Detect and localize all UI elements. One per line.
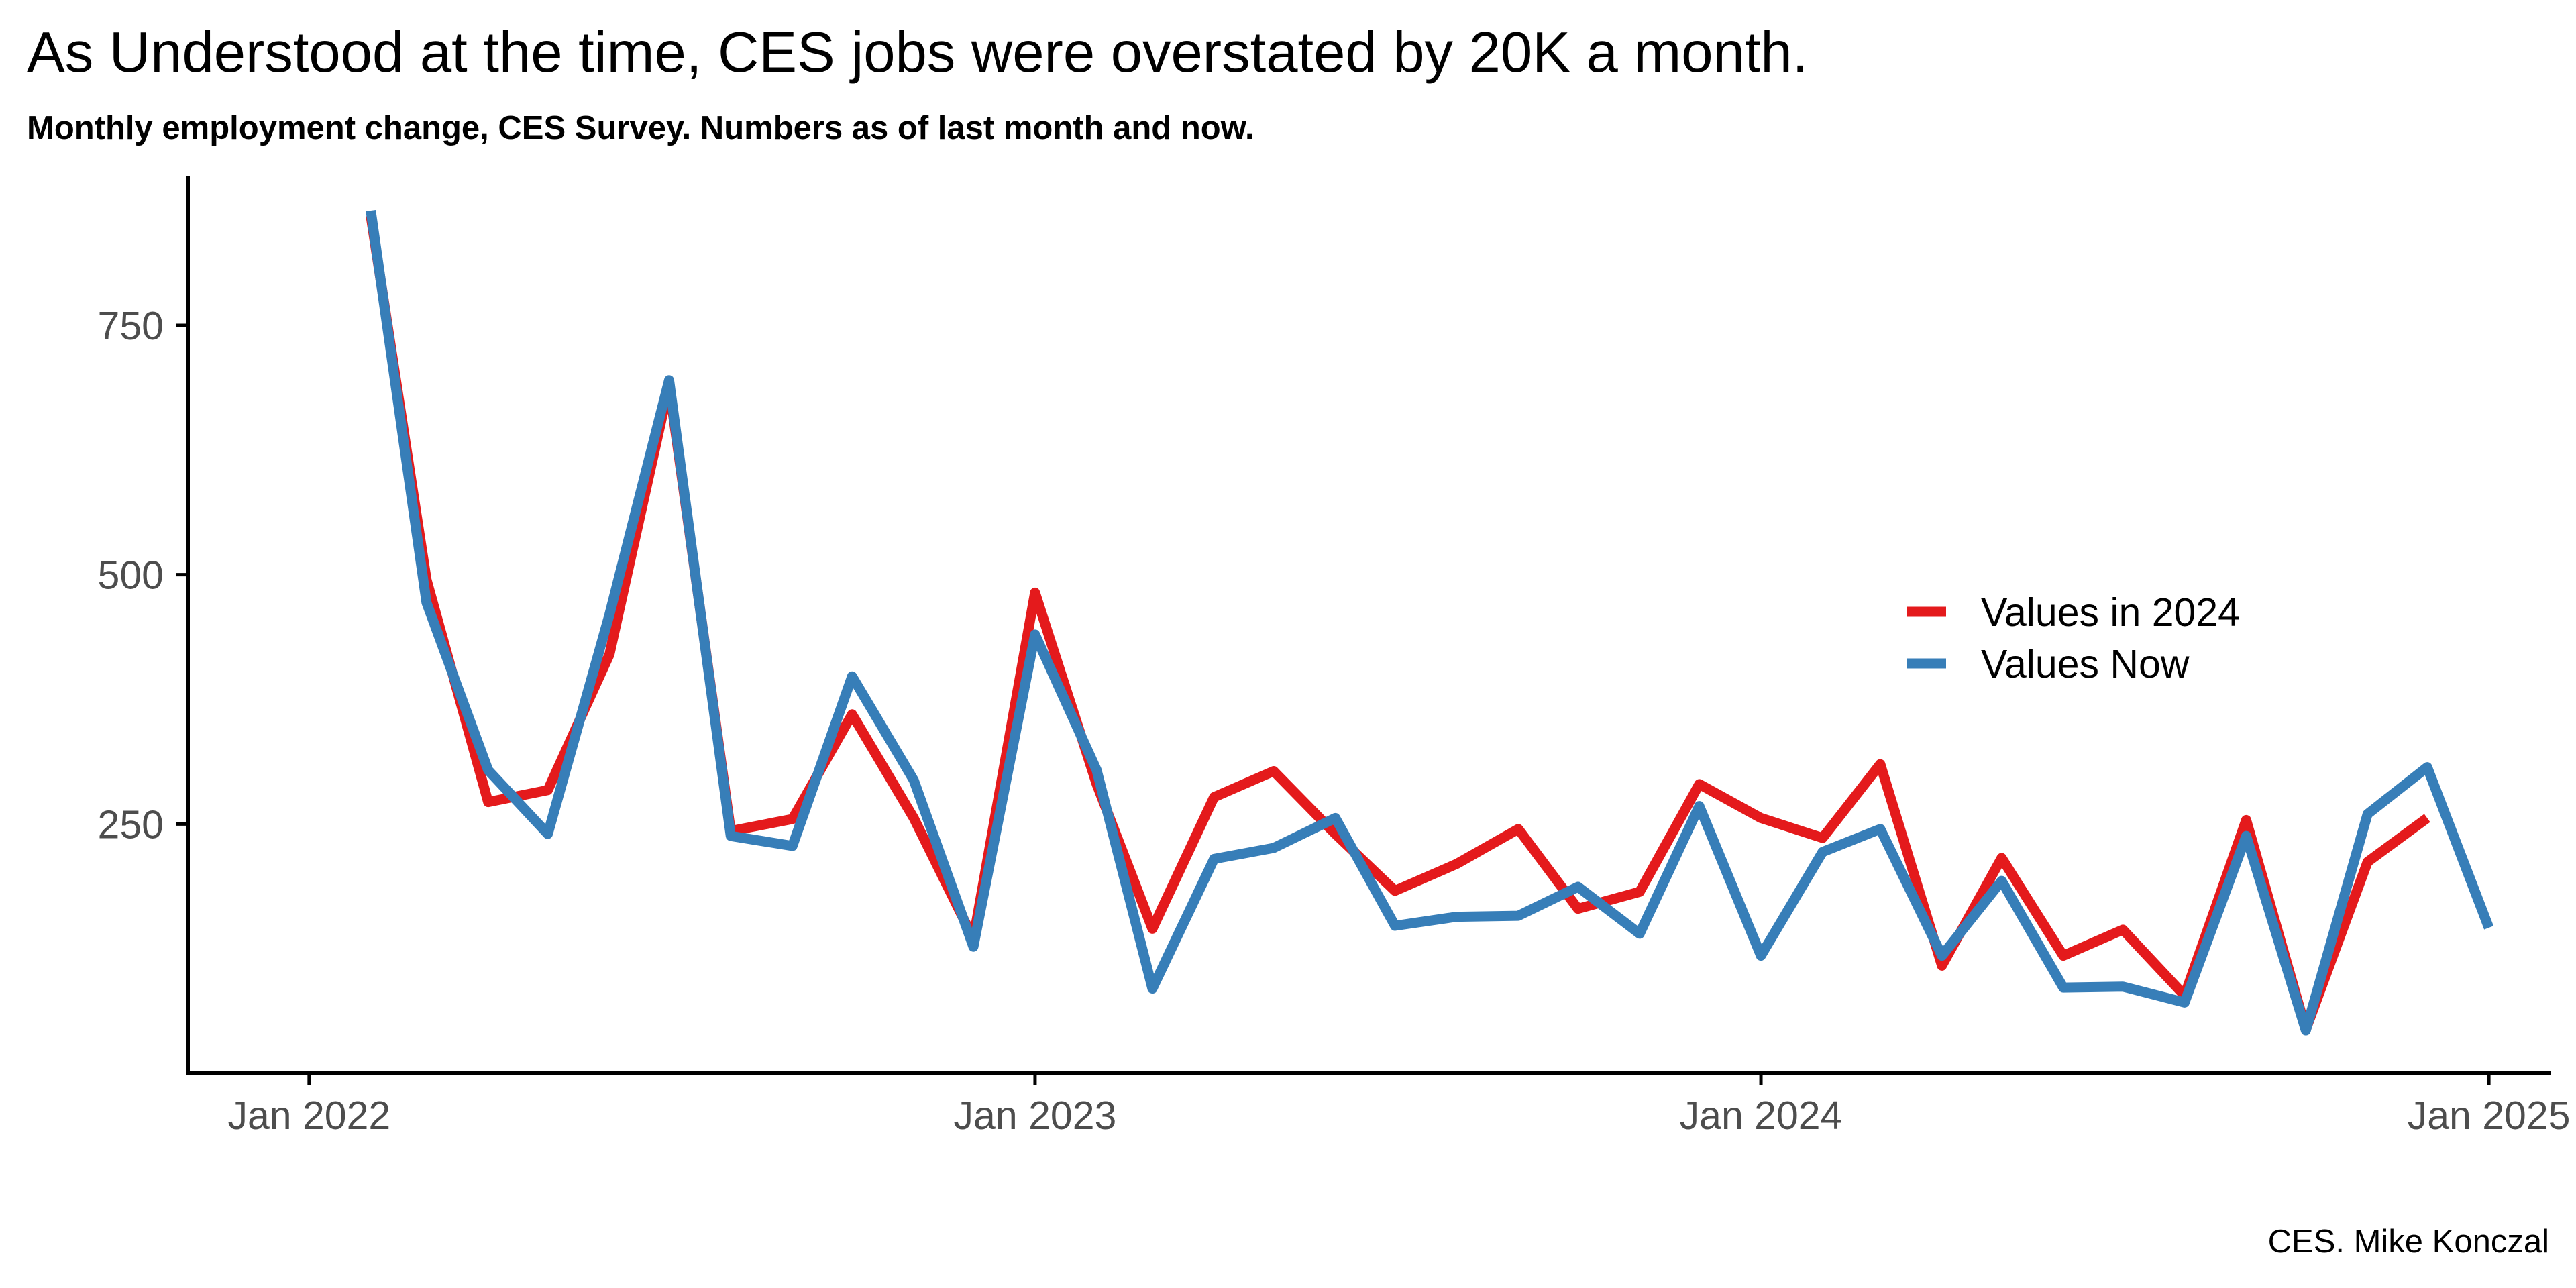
legend: Values in 2024 Values Now bbox=[1907, 590, 2240, 686]
chart-subtitle: Monthly employment change, CES Survey. N… bbox=[27, 110, 1254, 146]
legend-label-values-now: Values Now bbox=[1981, 642, 2190, 686]
x-tick-label: Jan 2022 bbox=[227, 1093, 390, 1138]
x-tick-label: Jan 2023 bbox=[954, 1093, 1117, 1138]
chart-title: As Understood at the time, CES jobs were… bbox=[27, 21, 1808, 85]
x-axis-ticks: Jan 2022 Jan 2023 Jan 2024 Jan 2025 bbox=[227, 1073, 2570, 1138]
y-tick-label: 250 bbox=[98, 802, 164, 847]
series-line-values-now bbox=[366, 209, 2494, 1036]
legend-label-values-in-2024: Values in 2024 bbox=[1981, 590, 2240, 635]
x-tick-label: Jan 2024 bbox=[1680, 1093, 1843, 1138]
y-tick-label: 500 bbox=[98, 553, 164, 598]
x-tick-label: Jan 2025 bbox=[2408, 1093, 2571, 1138]
y-axis-ticks: 250 500 750 bbox=[98, 304, 188, 847]
y-tick-label: 750 bbox=[98, 304, 164, 348]
series-layer bbox=[366, 209, 2494, 1036]
chart-caption: CES. Mike Konczal bbox=[2268, 1224, 2549, 1260]
